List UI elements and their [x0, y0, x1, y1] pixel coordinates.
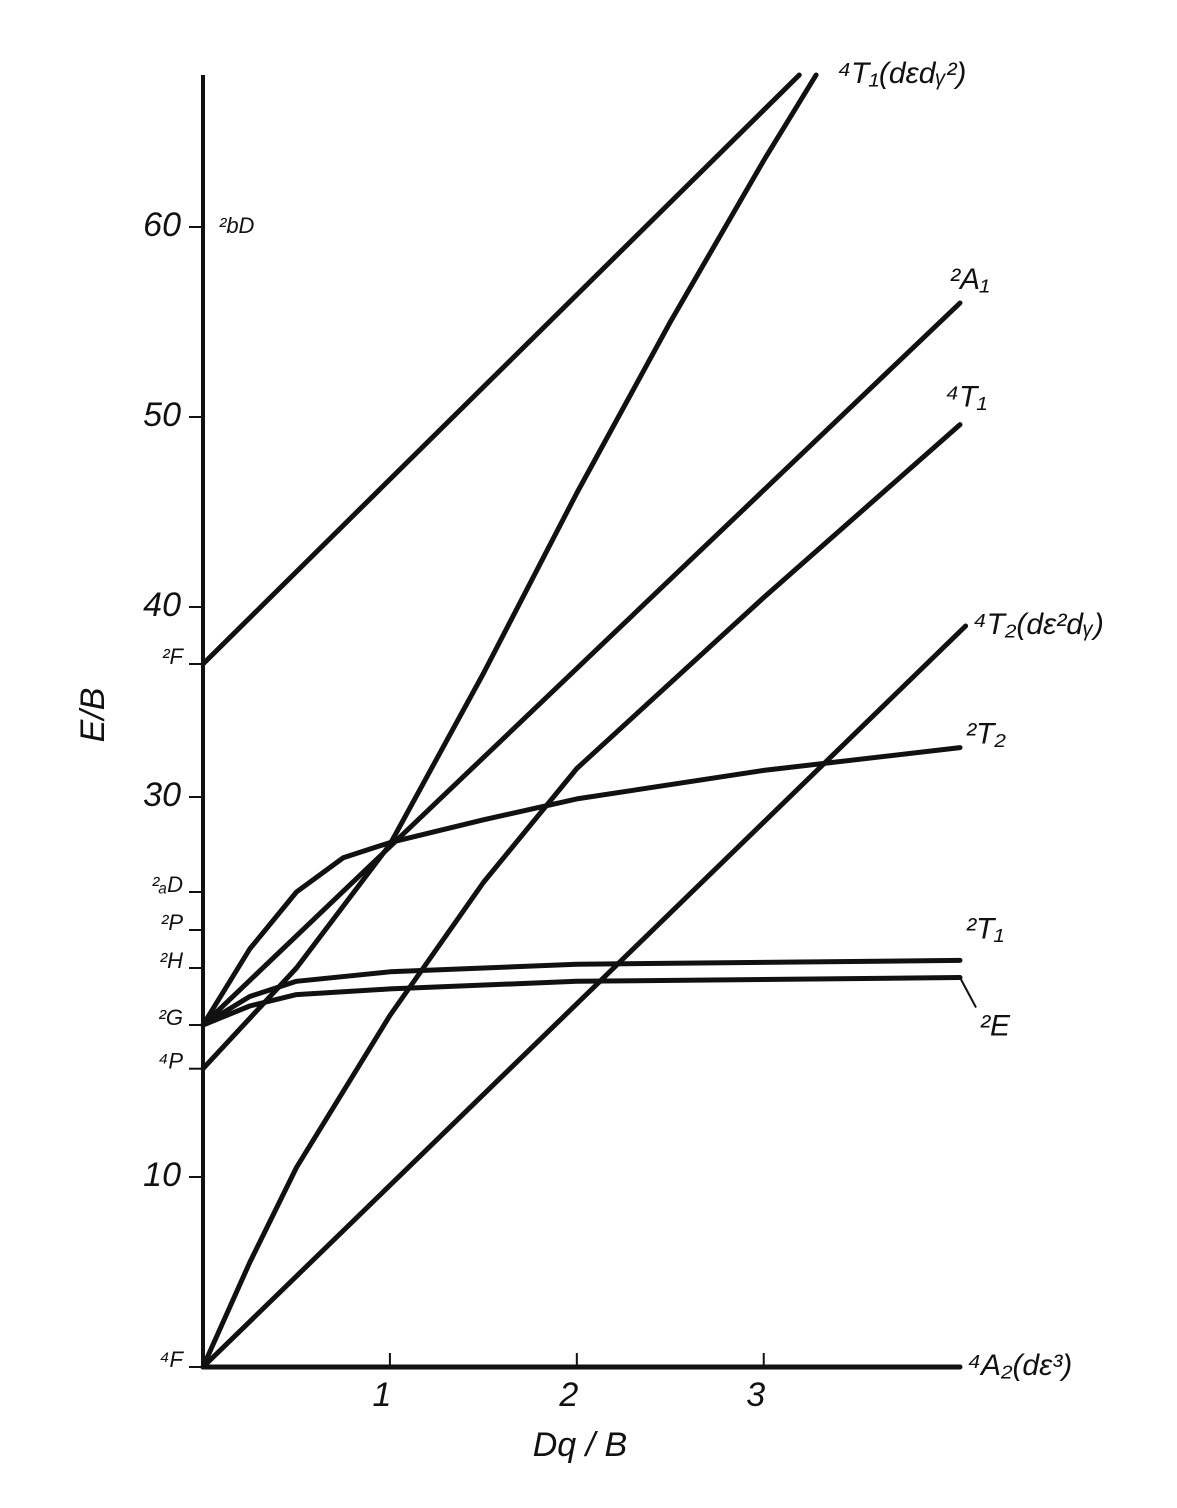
level-label: ²ₐD [152, 872, 183, 897]
series-line [200, 975, 963, 1028]
y-tick-label: 50 [143, 396, 181, 434]
series-line [200, 623, 969, 1370]
x-tick-label: 2 [558, 1376, 578, 1414]
series-label: ⁴T₁(dεdᵧ²) [838, 57, 966, 90]
series-label: ⁴A₂(dε³) [968, 1349, 1072, 1382]
series-label: ⁴T₂(dε²dᵧ) [974, 608, 1104, 641]
y-tick-label: 40 [143, 586, 181, 624]
series-line [200, 745, 963, 1028]
x-tick-label: 1 [372, 1376, 391, 1414]
level-label: ²bD [219, 213, 255, 238]
series-line [200, 422, 963, 1370]
y-tick-label: 10 [143, 1156, 181, 1194]
series-label: ²T₁ [966, 912, 1004, 945]
level-label: ⁴P [159, 1049, 184, 1074]
series-line [200, 300, 963, 1028]
level-label: ²F [162, 644, 184, 669]
series-label: ²A₁ [950, 263, 989, 296]
level-label: ⁴F [160, 1347, 185, 1372]
y-tick-label: 30 [143, 776, 181, 814]
leader [959, 977, 977, 1008]
y-tick-label: 60 [143, 206, 181, 244]
level-label: ²P [161, 910, 183, 935]
level-label: ²H [160, 948, 183, 973]
level-label: ²G [159, 1005, 183, 1030]
x-tick-label: 3 [746, 1376, 765, 1414]
y-axis-label: E/B [74, 688, 112, 743]
x-axis-label: Dq / B [533, 1426, 627, 1464]
series-label: ²E [980, 1009, 1011, 1042]
series-label: ²T₂ [966, 718, 1006, 751]
series-line [200, 72, 802, 667]
series-line [200, 72, 819, 1072]
series-label: ⁴T₁ [946, 381, 987, 414]
series-line [200, 957, 963, 1028]
